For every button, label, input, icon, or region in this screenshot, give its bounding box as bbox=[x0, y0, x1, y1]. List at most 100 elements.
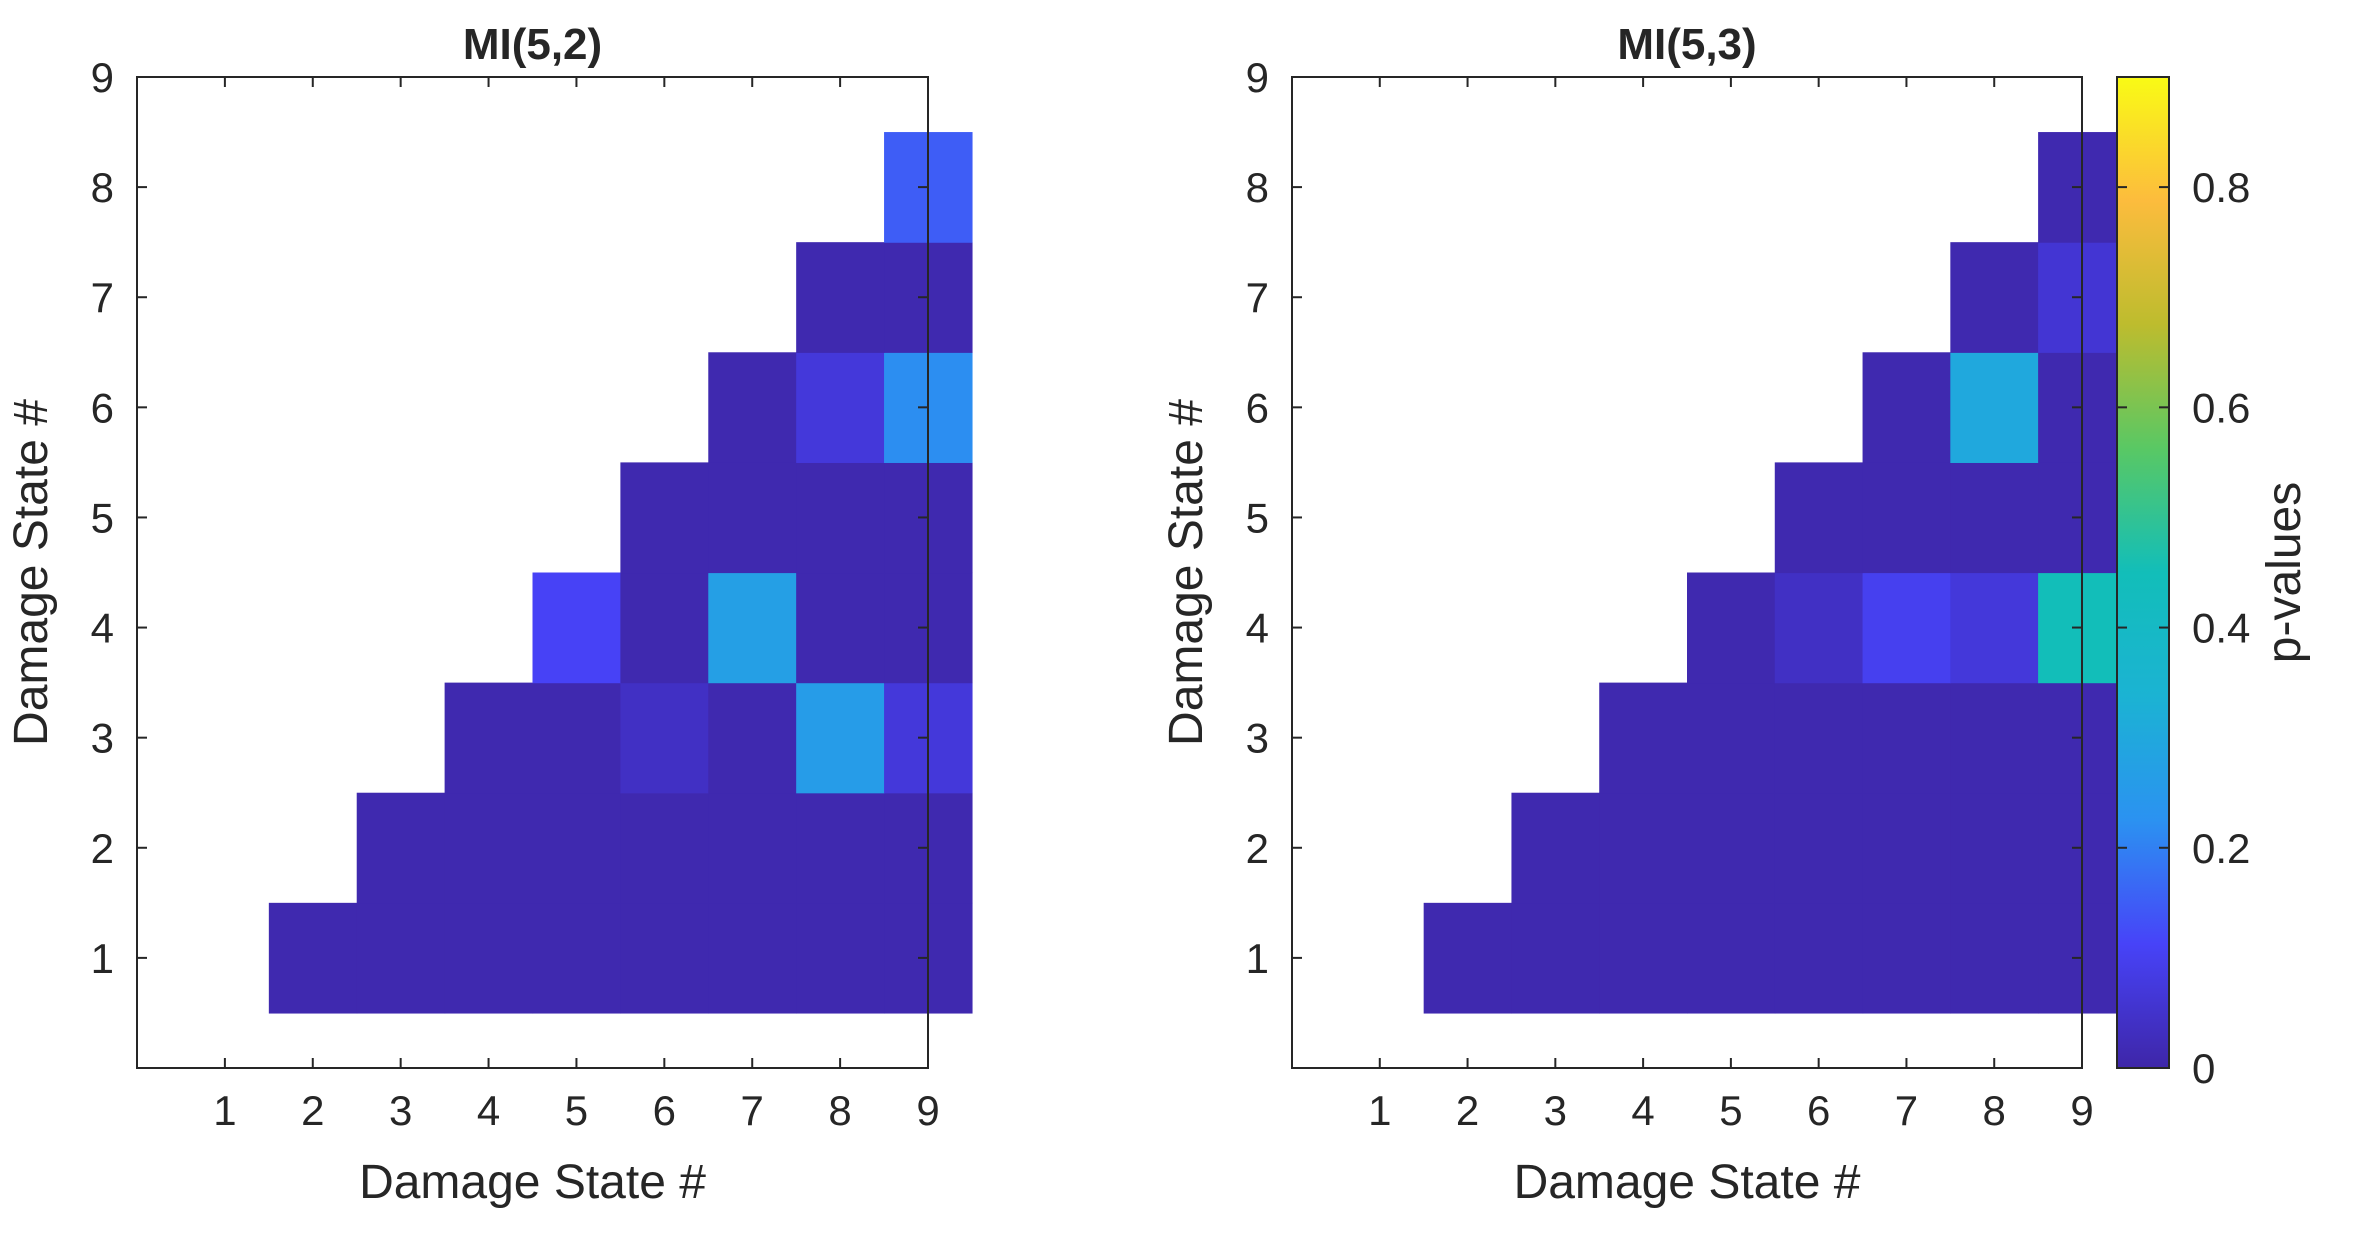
heatmap-cell-x6-y4 bbox=[1774, 572, 1864, 684]
x-tick-label: 7 bbox=[741, 1087, 764, 1134]
x-axis-label: Damage State # bbox=[1514, 1156, 1861, 1209]
y-tick-label: 6 bbox=[1246, 384, 1269, 431]
chart-title: MI(5,3) bbox=[1617, 20, 1756, 69]
colorbar-gradient bbox=[2116, 76, 2170, 1069]
y-tick-label: 4 bbox=[1246, 605, 1269, 652]
heatmap-cell-x8-y4 bbox=[796, 572, 885, 684]
colorbar-tick-label: 0.4 bbox=[2192, 605, 2250, 652]
y-tick-label: 8 bbox=[91, 164, 114, 211]
heatmap-cell-x6-y5 bbox=[620, 462, 709, 574]
heatmap-cell-x4-y2 bbox=[1599, 792, 1688, 904]
heatmap-cell-x6-y1 bbox=[620, 902, 709, 1014]
heatmap-cell-x8-y4 bbox=[1950, 572, 2039, 684]
x-tick-label: 8 bbox=[828, 1087, 851, 1134]
heatmap-panel-mi-5-3: 1 2 3 4 5 6 7 8 9 1 2 3 4 5 6 7 8 9 MI(5,3) Damage State … bbox=[1160, 20, 2127, 1209]
heatmap-cell-x5-y4 bbox=[1687, 572, 1776, 684]
y-tick-label: 8 bbox=[1246, 164, 1269, 211]
y-tick-label: 7 bbox=[91, 274, 114, 321]
heatmap-cell-x4-y3 bbox=[444, 682, 534, 794]
y-tick-label: 1 bbox=[91, 935, 114, 982]
x-tick-label: 5 bbox=[1719, 1087, 1742, 1134]
colorbar-label: p-values bbox=[2258, 482, 2311, 663]
heatmap-cell-x8-y6 bbox=[1950, 352, 2039, 463]
heatmap-cell-x5-y3 bbox=[1687, 682, 1776, 794]
x-tick-label: 9 bbox=[916, 1087, 939, 1134]
heatmap-cell-x5-y3 bbox=[532, 682, 621, 794]
colorbar-tick-label: 0 bbox=[2192, 1045, 2215, 1092]
x-tick-label: 2 bbox=[1456, 1087, 1479, 1134]
heatmap-cell-x5-y1 bbox=[532, 902, 621, 1014]
x-tick-label: 9 bbox=[2070, 1087, 2093, 1134]
heatmap-cell-x7-y3 bbox=[708, 682, 797, 794]
x-tick-label: 1 bbox=[213, 1087, 236, 1134]
heatmap-cell-x3-y1 bbox=[1511, 902, 1600, 1014]
colorbar: 0 0.2 0.4 0.6 0.8 p-values bbox=[2116, 76, 2311, 1092]
heatmap-cell-x7-y5 bbox=[1862, 462, 1951, 574]
y-axis-label: Damage State # bbox=[1160, 399, 1213, 746]
x-tick-label: 5 bbox=[565, 1087, 588, 1134]
axis-ticks: 1 2 3 4 5 6 7 8 9 1 2 3 4 5 6 7 8 9 bbox=[91, 54, 940, 1134]
heatmap-cell-x8-y2 bbox=[796, 792, 885, 904]
heatmap-cell-x6-y3 bbox=[1774, 682, 1864, 794]
heatmap-cell-x2-y1 bbox=[1423, 902, 1513, 1014]
heatmap-cell-x6-y1 bbox=[1774, 902, 1864, 1014]
heatmap-cell-x8-y7 bbox=[1950, 242, 2039, 353]
y-axis-label: Damage State # bbox=[5, 399, 58, 746]
heatmap-cell-x8-y5 bbox=[796, 462, 885, 574]
heatmap-cell-x8-y6 bbox=[796, 352, 885, 463]
heatmap-cell-x6-y2 bbox=[620, 792, 709, 904]
heatmap-cell-x8-y7 bbox=[796, 242, 885, 353]
x-tick-label: 6 bbox=[1807, 1087, 1830, 1134]
heatmap-panel-mi-5-2: 1 2 3 4 5 6 7 8 9 1 2 3 4 5 6 7 8 9 MI(5,2) Damage State … bbox=[5, 20, 973, 1209]
x-tick-label: 8 bbox=[1983, 1087, 2006, 1134]
x-tick-label: 1 bbox=[1368, 1087, 1391, 1134]
y-tick-label: 5 bbox=[1246, 494, 1269, 541]
x-axis-label: Damage State # bbox=[359, 1156, 706, 1209]
heatmap-cell-x6-y2 bbox=[1774, 792, 1864, 904]
heatmap-cell-x8-y1 bbox=[796, 902, 885, 1014]
heatmap-cell-x6-y5 bbox=[1774, 462, 1864, 574]
heatmap-cell-x7-y2 bbox=[708, 792, 797, 904]
heatmap-cell-x3-y2 bbox=[356, 792, 446, 904]
y-tick-label: 9 bbox=[1246, 54, 1269, 101]
x-tick-label: 3 bbox=[1544, 1087, 1567, 1134]
heatmap-cell-x7-y5 bbox=[708, 462, 797, 574]
heatmap-cells bbox=[268, 132, 973, 1014]
heatmap-cell-x5-y4 bbox=[532, 572, 621, 684]
heatmap-cell-x8-y3 bbox=[796, 682, 885, 794]
heatmap-cell-x8-y3 bbox=[1950, 682, 2039, 794]
heatmap-cell-x7-y4 bbox=[1862, 572, 1951, 684]
heatmap-cell-x8-y5 bbox=[1950, 462, 2039, 574]
heatmap-cell-x4-y1 bbox=[444, 902, 534, 1014]
chart-title: MI(5,2) bbox=[463, 20, 602, 69]
x-tick-label: 2 bbox=[301, 1087, 324, 1134]
axis-ticks: 1 2 3 4 5 6 7 8 9 1 2 3 4 5 6 7 8 9 bbox=[1246, 54, 2094, 1134]
y-tick-label: 5 bbox=[91, 494, 114, 541]
x-tick-label: 7 bbox=[1895, 1087, 1918, 1134]
heatmap-cell-x5-y2 bbox=[1687, 792, 1776, 904]
axes-frame bbox=[136, 76, 929, 1069]
x-tick-label: 4 bbox=[1631, 1087, 1654, 1134]
heatmap-cell-x2-y1 bbox=[268, 902, 358, 1014]
heatmap-cell-x8-y1 bbox=[1950, 902, 2039, 1014]
y-tick-label: 2 bbox=[91, 825, 114, 872]
y-tick-label: 1 bbox=[1246, 935, 1269, 982]
heatmap-cell-x7-y2 bbox=[1862, 792, 1951, 904]
colorbar-tick-label: 0.8 bbox=[2192, 164, 2250, 211]
y-tick-label: 6 bbox=[91, 384, 114, 431]
axes-frame bbox=[1291, 76, 2083, 1069]
heatmap-cell-x6-y4 bbox=[620, 572, 709, 684]
heatmap-cell-x3-y1 bbox=[356, 902, 446, 1014]
heatmap-cell-x7-y6 bbox=[708, 352, 797, 463]
heatmap-cell-x5-y1 bbox=[1687, 902, 1776, 1014]
y-tick-label: 2 bbox=[1246, 825, 1269, 872]
heatmap-cell-x7-y1 bbox=[1862, 902, 1951, 1014]
heatmap-cell-x4-y3 bbox=[1599, 682, 1688, 794]
heatmap-cell-x8-y2 bbox=[1950, 792, 2039, 904]
x-tick-label: 3 bbox=[389, 1087, 412, 1134]
x-tick-label: 6 bbox=[653, 1087, 676, 1134]
colorbar-tick-label: 0.2 bbox=[2192, 825, 2250, 872]
y-tick-label: 4 bbox=[91, 605, 114, 652]
heatmap-cell-x7-y3 bbox=[1862, 682, 1951, 794]
